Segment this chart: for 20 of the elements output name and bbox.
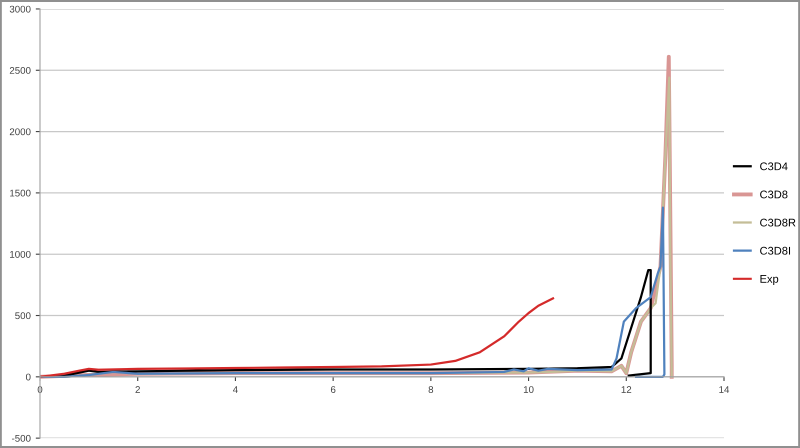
x-tick-label: 6 [330, 386, 336, 393]
y-tick-label: 1000 [10, 250, 31, 258]
x-tick-label: 12 [622, 386, 632, 393]
legend-label: Exp [760, 275, 778, 285]
y-tick-label: 1500 [10, 190, 31, 197]
y-tick-label: 0 [26, 374, 31, 380]
y-tick-label: 3000 [10, 6, 31, 13]
legend-label: C3D8R [760, 218, 796, 227]
x-tick-label: 10 [524, 386, 534, 393]
x-tick-label: 8 [428, 386, 434, 393]
y-tick-label: 2000 [10, 128, 31, 136]
legend-label: C3D4 [760, 162, 788, 170]
y-tick-label: -500 [12, 434, 31, 442]
legend-label: C3D8I [760, 246, 790, 255]
x-tick-label: 4 [232, 386, 238, 393]
y-tick-label: 2500 [10, 67, 31, 74]
y-tick-label: 500 [15, 312, 31, 320]
legend-label: C3D8 [760, 190, 788, 198]
x-tick-label: 14 [719, 386, 730, 393]
x-tick-label: 2 [136, 386, 140, 393]
